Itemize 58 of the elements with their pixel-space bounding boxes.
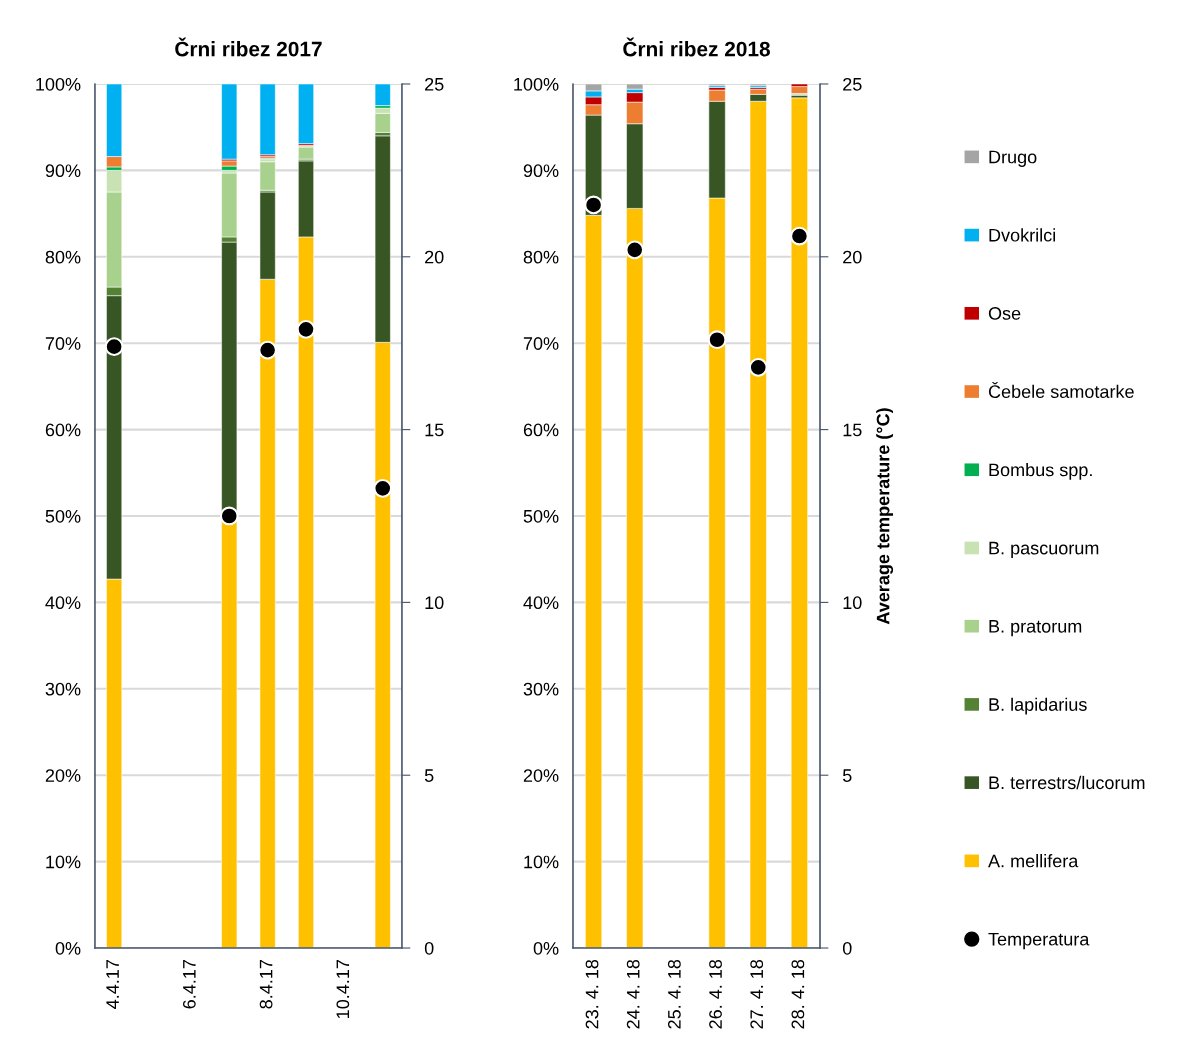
- x-tick-label: 27. 4. 18: [750, 959, 764, 1029]
- y-tick-label: 20%: [523, 769, 559, 782]
- y-tick-label: 60%: [523, 423, 559, 437]
- x-tick-label: 28. 4. 18: [791, 959, 805, 1029]
- y-tick-label: 80%: [523, 250, 559, 264]
- y-tick-label: 70%: [45, 337, 81, 350]
- chart-title: Črni ribez 2018: [623, 37, 770, 57]
- x-tick-label: 25. 4. 18: [667, 959, 681, 1029]
- y-tick-label: 50%: [45, 509, 81, 523]
- y-tick-label: 60%: [45, 423, 81, 437]
- y-tick-label: 20%: [45, 769, 81, 782]
- legend-label: Drugo: [989, 150, 1037, 167]
- y2-tick-label: 15: [843, 423, 862, 437]
- x-tick-label: 24. 4. 18: [626, 959, 640, 1029]
- y-tick-label: 90%: [45, 164, 81, 178]
- legend-label: B. pratorum: [989, 620, 1082, 637]
- x-tick-label: 23. 4. 18: [585, 959, 599, 1029]
- y2-axis-title: Average temperature (°C): [876, 408, 894, 625]
- y-tick-label: 40%: [45, 596, 81, 610]
- y-tick-label: 90%: [523, 164, 559, 178]
- x-tick-label: 26. 4. 18: [709, 959, 722, 1029]
- y-tick-label: 10%: [46, 855, 81, 869]
- y-tick-label: 30%: [45, 682, 81, 696]
- legend-label: B. terrestrs/lucorum: [989, 775, 1145, 790]
- y2-tick-label: 0: [424, 941, 434, 955]
- y-tick-label: 0%: [533, 941, 559, 955]
- y-tick-label: 80%: [45, 250, 81, 264]
- x-tick-label: 10.4.17: [336, 960, 350, 1018]
- legend-label: Ose: [988, 307, 1021, 320]
- y2-tick-label: 5: [424, 769, 434, 782]
- y2-tick-label: 10: [843, 596, 862, 610]
- legend-label: B. lapidarius: [989, 697, 1087, 715]
- y-tick-label: 100%: [36, 77, 81, 91]
- chart-title: Črni ribez 2017: [175, 37, 322, 57]
- y-tick-label: 40%: [523, 596, 559, 610]
- y2-tick-label: 25: [843, 77, 862, 91]
- y-tick-label: 100%: [514, 77, 559, 91]
- y-tick-label: 30%: [523, 682, 559, 696]
- y2-tick-label: 20: [425, 250, 444, 264]
- y2-tick-label: 20: [843, 250, 862, 264]
- legend-label: Čebele samotarke: [988, 382, 1134, 399]
- y2-tick-label: 5: [842, 769, 852, 782]
- y-tick-label: 10%: [524, 855, 559, 869]
- y2-tick-label: 0: [842, 941, 852, 955]
- legend-label: A. mellifera: [988, 854, 1079, 868]
- y2-tick-label: 15: [425, 423, 444, 437]
- y2-tick-label: 25: [425, 77, 444, 91]
- legend-label: Bombus spp.: [989, 462, 1092, 480]
- x-tick-label: 4.4.17: [106, 960, 119, 1009]
- y-tick-label: 50%: [523, 509, 559, 523]
- legend-label: Temperatura: [988, 932, 1090, 950]
- y-tick-label: 0%: [55, 941, 81, 955]
- y-tick-label: 70%: [523, 337, 559, 350]
- y2-tick-label: 10: [425, 596, 444, 610]
- x-tick-label: 8.4.17: [259, 960, 273, 1009]
- legend-label: B. pascuorum: [989, 541, 1099, 559]
- legend-label: Dvokrilci: [989, 228, 1056, 242]
- x-tick-label: 6.4.17: [182, 960, 196, 1009]
